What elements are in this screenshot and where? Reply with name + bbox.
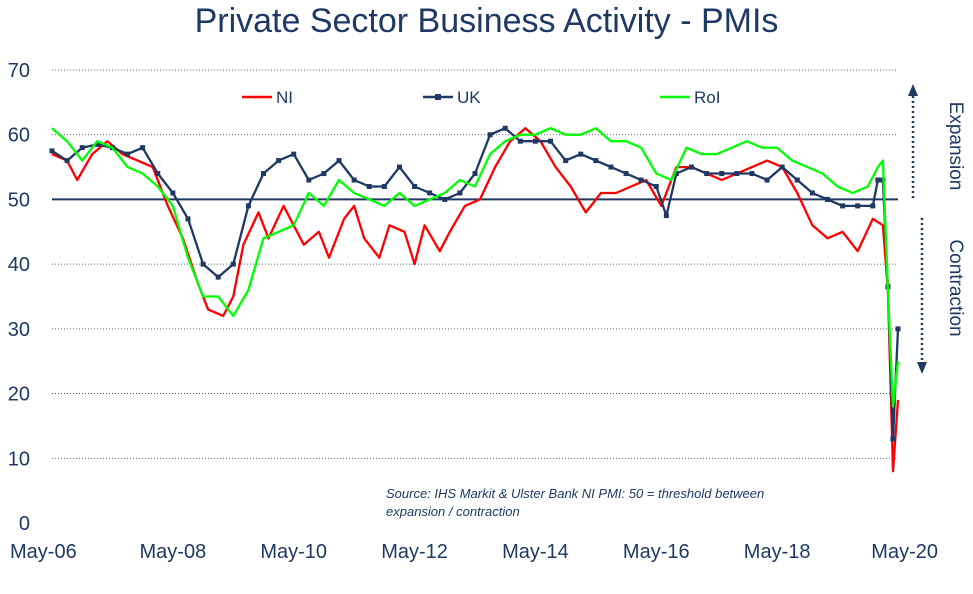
uk-point <box>623 171 629 177</box>
uk-point <box>809 190 815 196</box>
legend-label-ni: NI <box>276 88 293 107</box>
x-tick-label: May-10 <box>260 541 327 563</box>
uk-point <box>578 151 584 157</box>
legend-label-uk: UK <box>457 88 481 107</box>
uk-point <box>125 151 131 157</box>
y-tick-label: 50 <box>8 189 30 211</box>
uk-point <box>870 203 876 209</box>
uk-point <box>548 138 554 144</box>
uk-point <box>457 190 463 196</box>
uk-point <box>291 151 297 157</box>
uk-point <box>875 177 881 183</box>
series-line-roi <box>51 127 900 408</box>
uk-point <box>140 145 146 151</box>
x-tick-label: May-08 <box>140 541 207 563</box>
y-tick-label: 40 <box>8 254 30 276</box>
uk-point <box>472 171 478 177</box>
uk-point <box>779 164 785 170</box>
expansion-label: Expansion <box>945 102 966 191</box>
uk-point <box>704 171 710 177</box>
uk-point <box>276 158 282 164</box>
uk-point <box>895 326 901 332</box>
x-tick-label: May-16 <box>623 541 690 563</box>
uk-point <box>351 177 357 183</box>
uk-point <box>502 125 508 131</box>
series-line-ni <box>51 127 900 473</box>
uk-point <box>673 171 679 177</box>
uk-point <box>94 141 100 147</box>
y-tick-label: 0 <box>19 513 30 535</box>
uk-point <box>245 203 251 209</box>
uk-point <box>306 177 312 183</box>
y-tick-label: 70 <box>8 60 30 82</box>
uk-point <box>487 132 493 138</box>
y-tick-label: 60 <box>8 125 30 147</box>
uk-point <box>200 261 206 267</box>
uk-point <box>689 164 695 170</box>
uk-point <box>185 216 191 222</box>
uk-point <box>381 183 387 189</box>
legend-marker-uk <box>435 94 441 100</box>
uk-point <box>653 183 659 189</box>
y-tick-label: 20 <box>8 384 30 406</box>
legend: NI UK RoI <box>242 88 720 107</box>
uk-point <box>563 158 569 164</box>
grid-lines <box>52 69 898 459</box>
uk-point <box>49 148 55 154</box>
source-note-line1: Source: IHS Markit & Ulster Bank NI PMI:… <box>386 486 764 501</box>
uk-point <box>840 203 846 209</box>
contraction-arrowhead <box>917 362 927 374</box>
x-tick-label: May-14 <box>502 541 569 563</box>
uk-point <box>825 196 830 202</box>
uk-point <box>321 171 327 177</box>
expansion-arrowhead <box>908 84 918 96</box>
uk-point <box>396 164 402 170</box>
x-tick-label: May-06 <box>10 541 77 563</box>
uk-point <box>155 171 161 177</box>
uk-point <box>794 177 800 183</box>
uk-point <box>764 177 770 183</box>
series-lines <box>49 125 901 473</box>
uk-point <box>215 274 221 280</box>
uk-point <box>532 138 538 144</box>
x-tick-label: May-18 <box>744 541 811 563</box>
uk-point <box>855 203 861 209</box>
y-tick-label: 30 <box>8 319 30 341</box>
uk-point <box>608 164 614 170</box>
uk-point <box>663 213 669 219</box>
uk-point <box>442 196 448 202</box>
uk-point <box>230 261 236 267</box>
uk-point <box>719 171 725 177</box>
uk-point <box>749 171 755 177</box>
uk-point <box>64 158 70 164</box>
uk-point <box>336 158 342 164</box>
source-note-line2: expansion / contraction <box>386 504 520 519</box>
uk-point <box>170 190 176 196</box>
y-axis-ticks: 0 10 20 30 40 50 60 70 <box>8 60 30 535</box>
uk-point <box>593 158 599 164</box>
uk-point <box>734 171 740 177</box>
x-axis-ticks: May-06 May-08 May-10 May-12 May-14 May-16 May-… <box>10 541 938 563</box>
uk-point <box>79 145 85 151</box>
contraction-label: Contraction <box>945 239 966 336</box>
uk-point <box>427 190 433 196</box>
y-tick-label: 10 <box>8 448 30 470</box>
uk-point <box>890 436 896 442</box>
uk-point <box>638 177 644 183</box>
uk-point <box>517 138 523 144</box>
x-tick-label: May-20 <box>871 541 938 563</box>
annotations: Expansion Contraction Source: IHS Markit… <box>386 84 966 519</box>
chart-title: Private Sector Business Activity - PMIs <box>194 2 779 40</box>
uk-point <box>366 183 372 189</box>
uk-point <box>261 171 266 177</box>
x-tick-label: May-12 <box>381 541 448 563</box>
uk-point <box>412 183 418 189</box>
legend-label-roi: RoI <box>694 88 720 107</box>
